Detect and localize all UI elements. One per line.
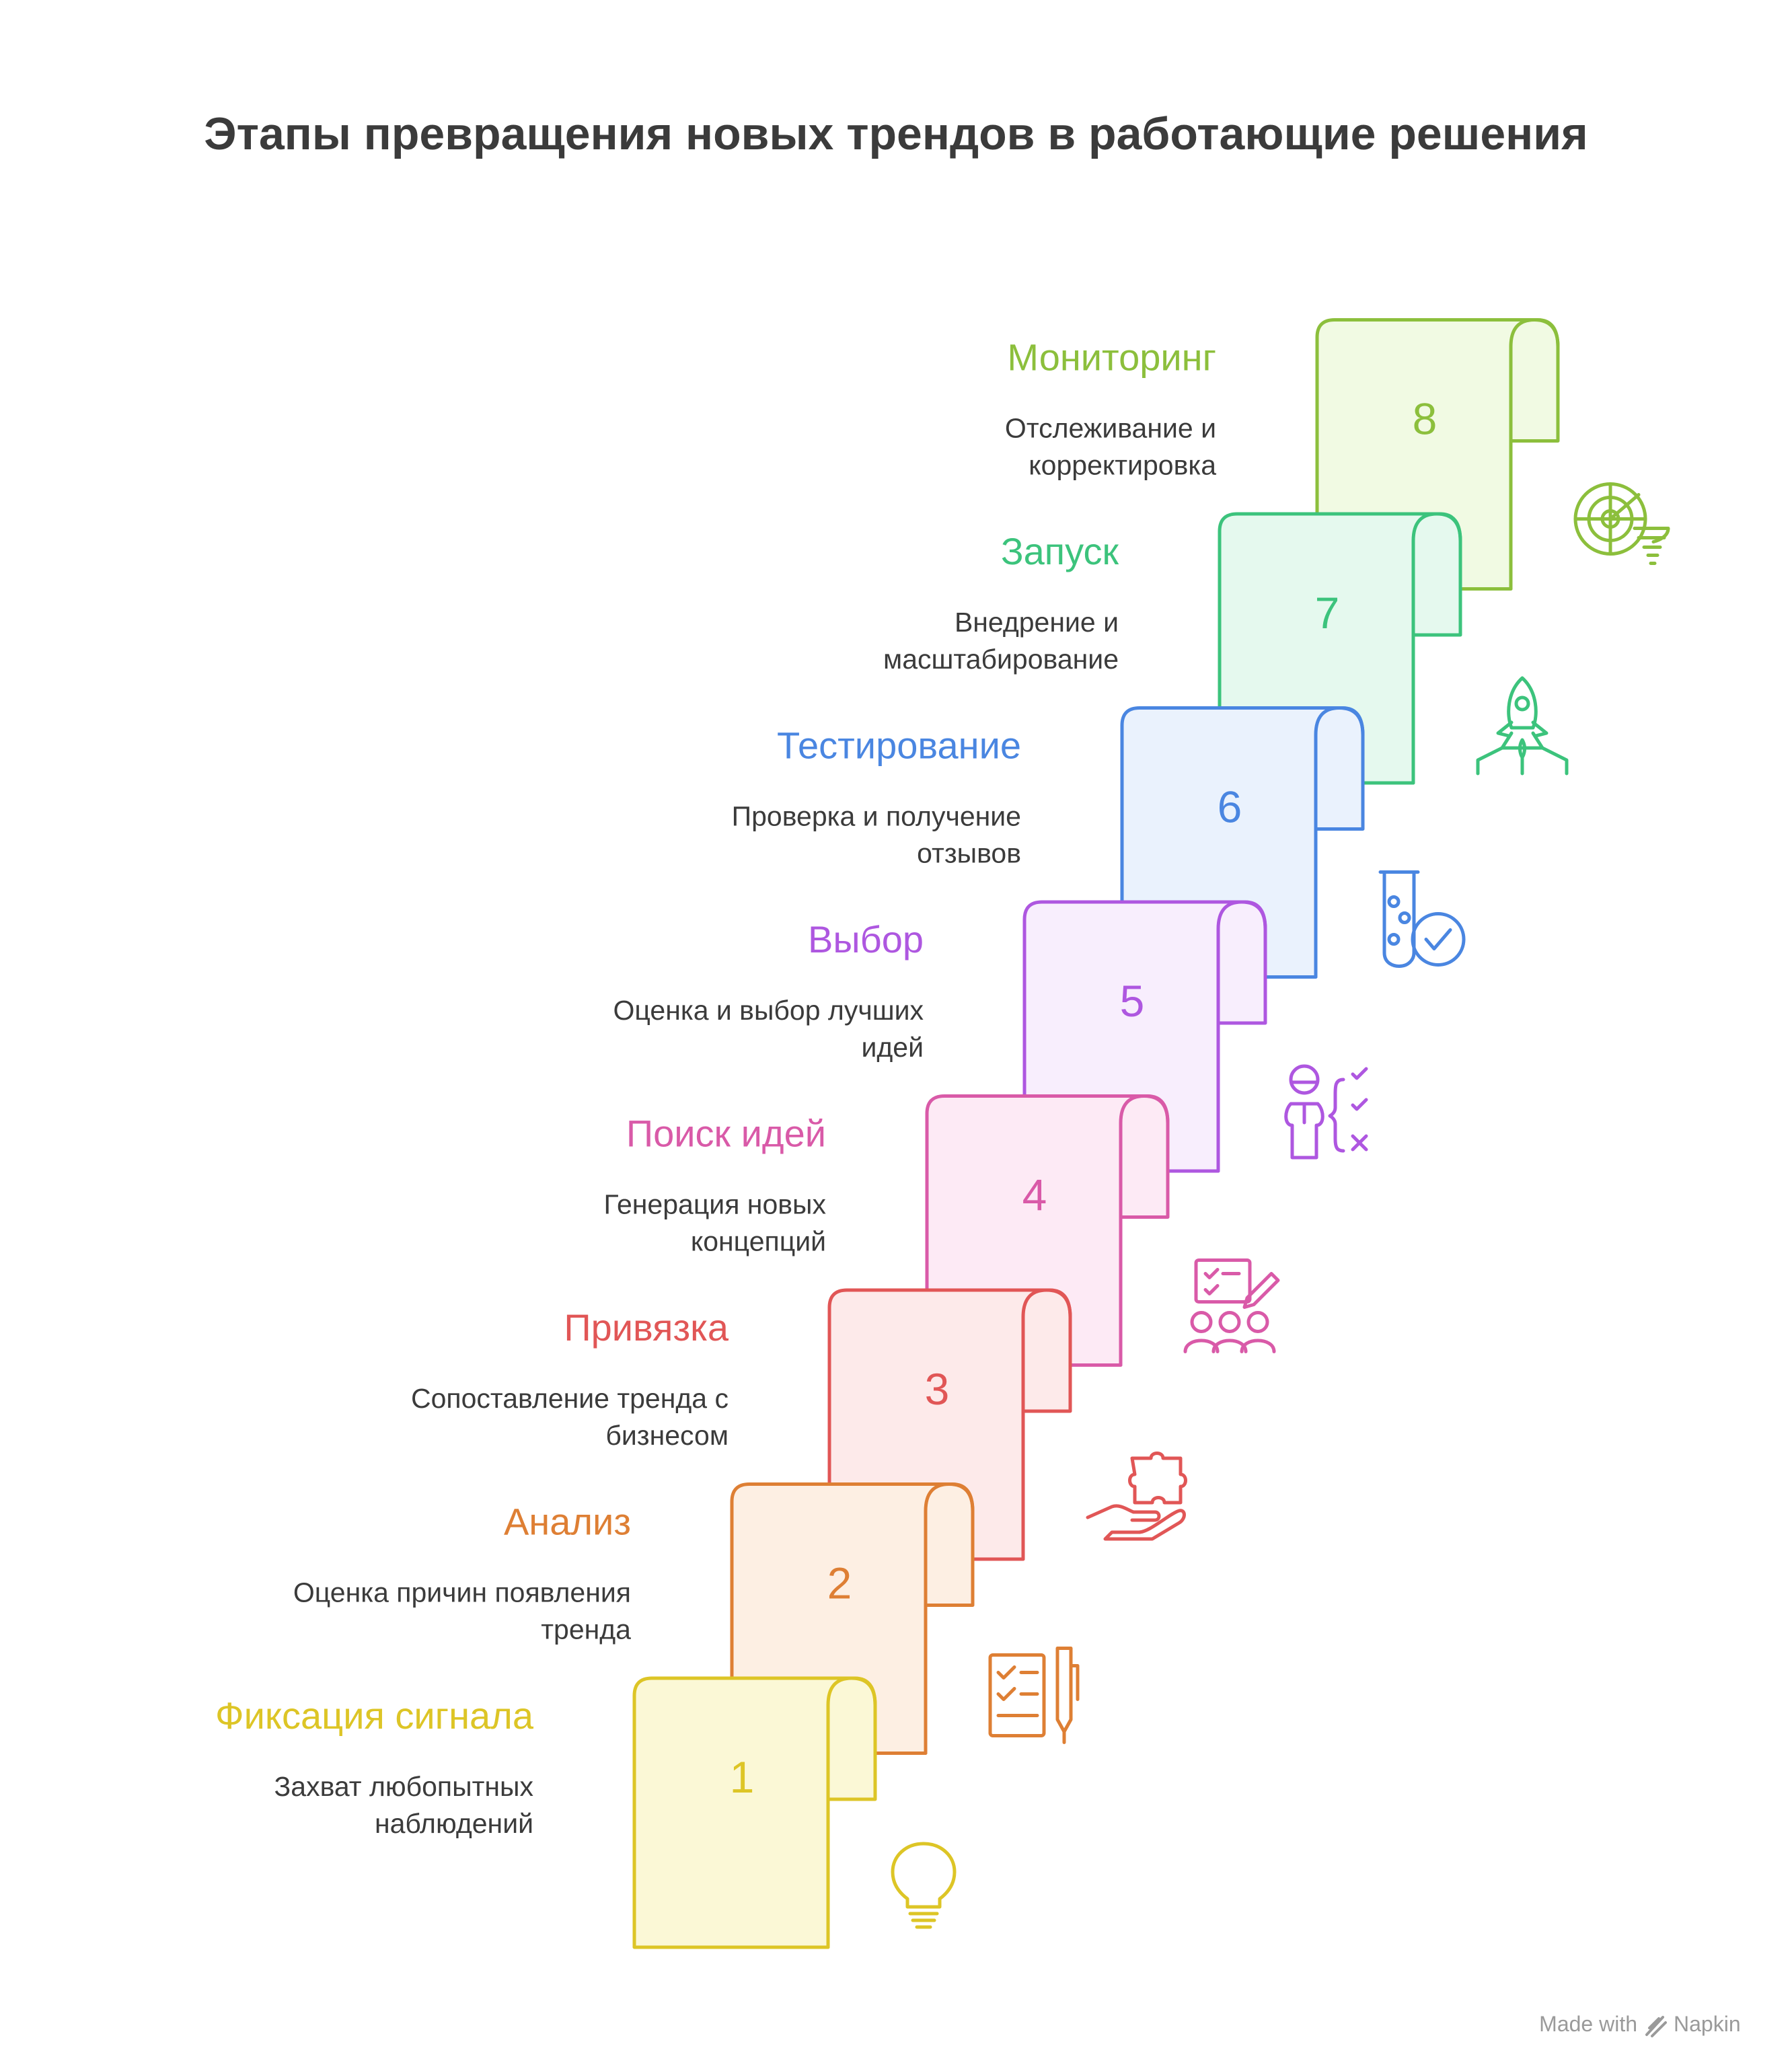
step-description-line-2: идей bbox=[861, 1032, 924, 1063]
step-description-line-2: тренда bbox=[541, 1614, 631, 1645]
footer-brand: Napkin bbox=[1674, 2012, 1741, 2036]
steps-group: 8 Мониторинг Отслеживание и корректировка 7 З… bbox=[215, 317, 1670, 1949]
step-number: 4 bbox=[1022, 1170, 1047, 1220]
step-number: 1 bbox=[730, 1752, 755, 1802]
step-card bbox=[632, 1676, 877, 1949]
step-description-line-1: Оценка причин появления bbox=[293, 1577, 631, 1608]
step-description-line-2: отзывов bbox=[917, 838, 1021, 869]
footer: Made with Napkin bbox=[1539, 2012, 1741, 2037]
step-number: 2 bbox=[827, 1558, 852, 1608]
step-description-line-2: масштабирование bbox=[883, 644, 1119, 675]
test-tube-check-icon bbox=[1378, 870, 1466, 968]
step-description-line-2: концепций bbox=[691, 1226, 826, 1257]
step-curl bbox=[1509, 317, 1560, 591]
step-curl bbox=[1314, 706, 1365, 979]
step-curl bbox=[1021, 1288, 1072, 1561]
page-title: Этапы превращения новых трендов в работа… bbox=[204, 108, 1588, 159]
checklist-pen-icon bbox=[988, 1647, 1080, 1744]
step-title: Фиксация сигнала bbox=[215, 1694, 534, 1737]
step-curl bbox=[1411, 512, 1462, 785]
step-title: Анализ bbox=[504, 1501, 631, 1543]
step-title: Выбор bbox=[808, 918, 924, 961]
step-title: Запуск bbox=[1001, 530, 1119, 572]
step-number: 8 bbox=[1413, 394, 1438, 444]
step-number: 3 bbox=[925, 1364, 950, 1414]
step-curl bbox=[924, 1482, 975, 1755]
step-number: 6 bbox=[1218, 782, 1242, 832]
step-title: Тестирование bbox=[777, 724, 1021, 767]
step-1: 1 Фиксация сигнала Захват любопытных наблюд… bbox=[215, 1676, 957, 1949]
lightbulb-icon bbox=[891, 1842, 957, 1929]
footer-made-with: Made with bbox=[1539, 2012, 1637, 2036]
step-description-line-1: Сопоставление тренда с bbox=[411, 1383, 729, 1414]
puzzle-hand-icon bbox=[1086, 1452, 1187, 1541]
step-title: Мониторинг bbox=[1007, 336, 1216, 379]
step-description-line-1: Проверка и получение bbox=[732, 801, 1021, 832]
step-title: Привязка bbox=[564, 1306, 729, 1349]
radar-tornado-icon bbox=[1573, 482, 1670, 565]
step-description-line-1: Генерация новых bbox=[604, 1189, 827, 1220]
step-description-line-1: Внедрение и bbox=[955, 607, 1119, 638]
step-curl bbox=[1216, 900, 1267, 1173]
step-description-line-1: Оценка и выбор лучших bbox=[613, 995, 924, 1026]
step-description-line-2: бизнесом bbox=[605, 1420, 729, 1451]
step-description-line-2: корректировка bbox=[1029, 450, 1216, 481]
step-curl bbox=[826, 1676, 877, 1949]
step-description-line-2: наблюдений bbox=[375, 1808, 533, 1839]
step-description-line-1: Захват любопытных bbox=[274, 1771, 534, 1802]
step-curl bbox=[1119, 1094, 1170, 1367]
step-description-line-1: Отслеживание и bbox=[1005, 413, 1216, 444]
person-checklist-icon bbox=[1284, 1064, 1368, 1160]
team-brainstorm-icon bbox=[1183, 1258, 1280, 1353]
napkin-logo-icon bbox=[1645, 2016, 1667, 2037]
step-title: Поиск идей bbox=[626, 1113, 826, 1155]
step-number: 7 bbox=[1315, 588, 1340, 638]
step-number: 5 bbox=[1120, 976, 1145, 1026]
rocket-launch-icon bbox=[1476, 676, 1569, 776]
